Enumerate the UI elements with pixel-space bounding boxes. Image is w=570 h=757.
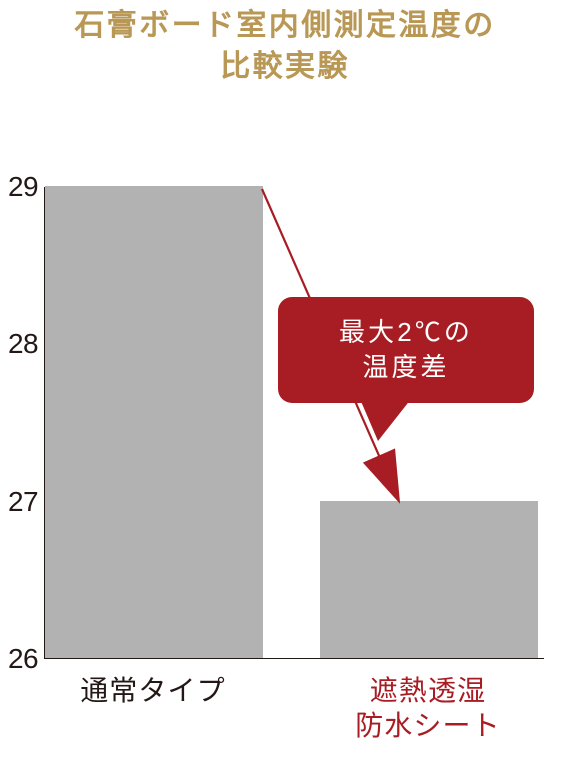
callout-line-1: 最大2℃の [339,317,473,347]
chart-title: 石膏ボード室内側測定温度の 比較実験 [0,0,570,87]
x-label-0: 通常タイプ [44,673,262,708]
callout-bubble: 最大2℃の 温度差 [278,297,534,403]
x-label-1: 遮熱透湿防水シート [319,673,537,743]
trend-arrow [0,87,570,757]
callout-tail [360,399,411,441]
title-line-2: 比較実験 [220,50,350,83]
title-line-1: 石膏ボード室内側測定温度の [74,9,495,42]
callout-line-2: 温度差 [362,352,449,382]
